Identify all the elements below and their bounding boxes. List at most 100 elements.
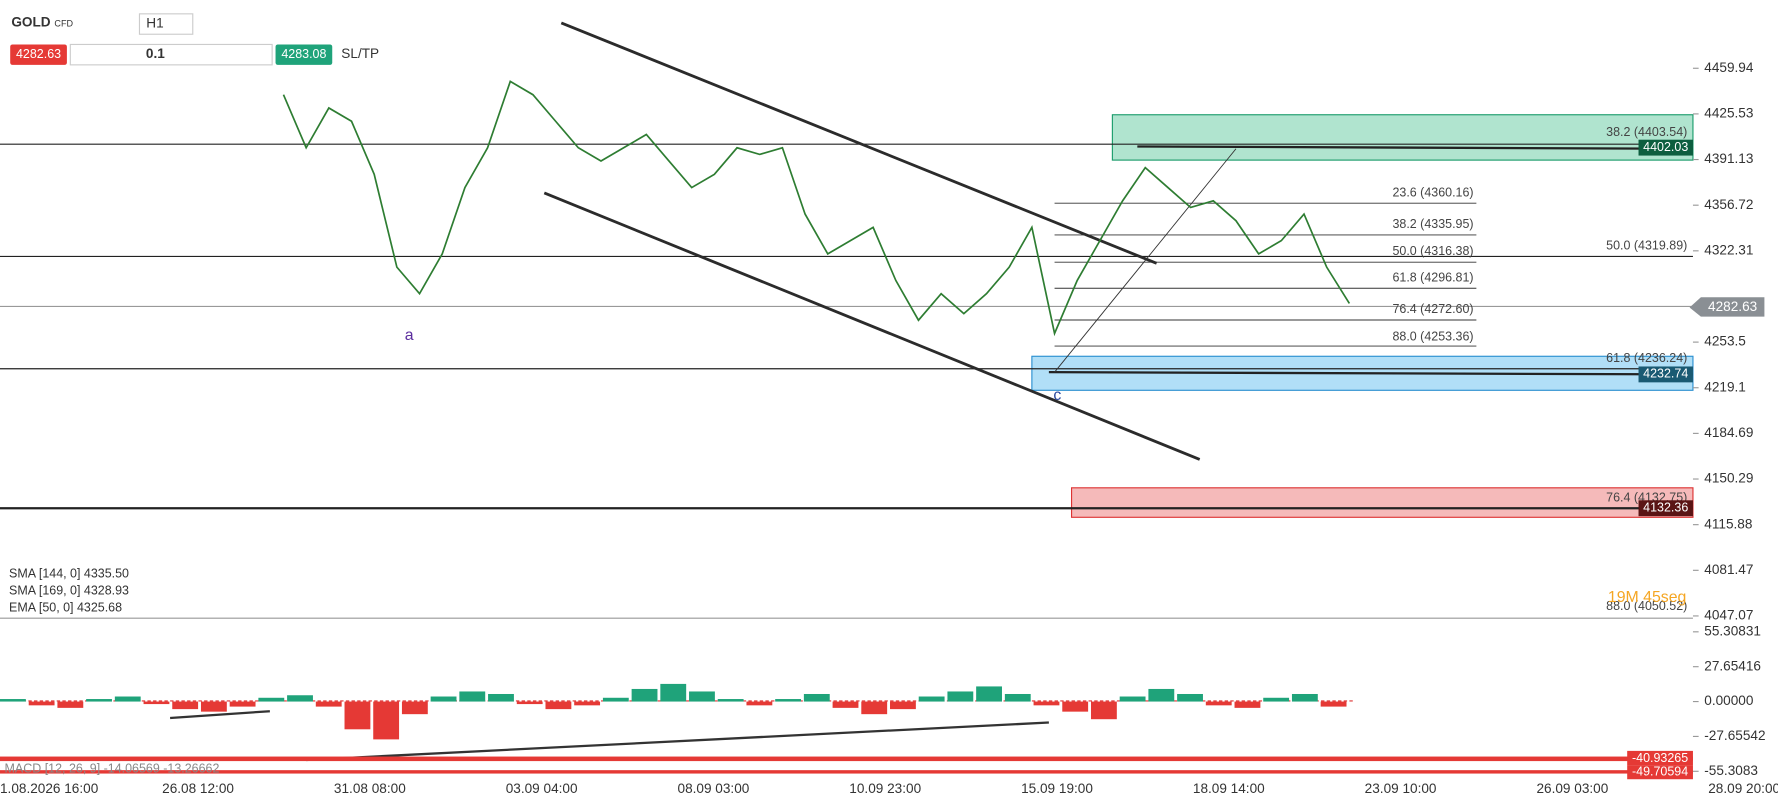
timeframe-box[interactable] bbox=[138, 13, 194, 35]
x-tick-label: 23.09 10:00 bbox=[1365, 781, 1437, 796]
price-tag-bg bbox=[1638, 366, 1693, 383]
macd-bar bbox=[1033, 701, 1060, 706]
y-tick-label: 4150.29 bbox=[1704, 471, 1753, 486]
macd-bar bbox=[545, 701, 572, 710]
bid-box[interactable] bbox=[10, 44, 67, 65]
macd-bar bbox=[459, 691, 486, 702]
y-tick-label: 4391.13 bbox=[1704, 151, 1753, 166]
candle-timer: 19M 45seg bbox=[1608, 589, 1686, 606]
demand-zone-low bbox=[1070, 487, 1694, 518]
macd-bar bbox=[717, 699, 744, 702]
y-tick-label: 4184.69 bbox=[1704, 425, 1753, 440]
macd-bar bbox=[315, 701, 342, 707]
bid[interactable]: 4282.63 bbox=[16, 47, 61, 61]
macd-bar bbox=[890, 701, 916, 710]
y-tick-label: 4356.72 bbox=[1704, 197, 1753, 212]
price-tag-bg bbox=[1638, 139, 1693, 156]
macd-bar bbox=[689, 691, 715, 702]
macd-bar bbox=[143, 701, 170, 705]
macd-bar bbox=[0, 699, 26, 702]
lot[interactable]: 0.1 bbox=[146, 46, 165, 61]
ask-box[interactable] bbox=[275, 44, 333, 65]
macd-bar bbox=[803, 693, 830, 702]
macd-bar bbox=[1119, 696, 1146, 702]
x-tick-label: 31.08 08:00 bbox=[334, 781, 406, 796]
trendline bbox=[170, 710, 270, 720]
indicator-legend[interactable]: EMA [50, 0] 4325.68 bbox=[9, 600, 122, 614]
y-tick-label: 4425.53 bbox=[1704, 105, 1753, 120]
x-tick-label: 15.09 19:00 bbox=[1021, 781, 1093, 796]
macd-bar bbox=[114, 696, 141, 702]
macd-tag-bg bbox=[1627, 765, 1693, 780]
fib-label: 38.2 (4403.54) bbox=[1606, 125, 1687, 139]
price-line bbox=[282, 80, 1351, 337]
x-tick-label: 08.09 03:00 bbox=[678, 781, 750, 796]
current-price: 4282.63 bbox=[1708, 299, 1757, 314]
macd-tag: -40.93265 bbox=[1632, 751, 1688, 765]
macd-bar bbox=[57, 701, 84, 708]
macd-bar bbox=[1177, 693, 1203, 702]
macd-bar bbox=[1263, 697, 1290, 702]
macd-bar bbox=[1320, 701, 1347, 707]
levels bbox=[0, 143, 1693, 510]
fib-label: 61.8 (4296.81) bbox=[1392, 270, 1473, 284]
macd-bar bbox=[832, 701, 859, 708]
macd-bar bbox=[1205, 701, 1232, 706]
macd-tick-label: 55.30831 bbox=[1704, 623, 1761, 638]
price-tag: 4132.36 bbox=[1643, 501, 1688, 515]
x-tick-label: 26.08 12:00 bbox=[162, 781, 234, 796]
macd-bar bbox=[947, 691, 974, 702]
y-tick-label: 4253.5 bbox=[1704, 334, 1746, 349]
y-tick-label: 4047.07 bbox=[1704, 608, 1753, 623]
x-tick-label: 03.09 04:00 bbox=[506, 781, 578, 796]
macd-bar bbox=[1291, 693, 1318, 702]
x-tick-label: 28.09 20:00 bbox=[1708, 781, 1778, 796]
macd-bar bbox=[86, 699, 112, 702]
macd-bar bbox=[200, 701, 227, 712]
macd-bar bbox=[1004, 693, 1031, 702]
macd-bar bbox=[574, 701, 601, 706]
x-tick-label: 1.08.2026 16:00 bbox=[0, 781, 99, 796]
macd-bar bbox=[258, 697, 285, 702]
macd-bar bbox=[172, 701, 199, 710]
macd-bar bbox=[516, 701, 543, 705]
macd-bar bbox=[602, 697, 629, 702]
macd-bar bbox=[401, 701, 428, 715]
fib-label: 61.8 (4236.24) bbox=[1606, 351, 1687, 365]
price-tag: 4232.74 bbox=[1643, 367, 1688, 381]
y-tick-label: 4219.1 bbox=[1704, 379, 1746, 394]
fib-label: 88.0 (4050.52) bbox=[1606, 599, 1687, 613]
indicator-legend[interactable]: SMA [169, 0] 4328.93 bbox=[9, 583, 129, 597]
sltp[interactable]: SL/TP bbox=[341, 46, 379, 61]
symbol[interactable]: GOLD bbox=[11, 14, 50, 29]
y-tick-label: 4115.88 bbox=[1704, 516, 1752, 531]
macd-bar bbox=[430, 696, 457, 702]
macd-legend[interactable]: MACD [12, 26, 9] -14.06569 -13.26662 bbox=[5, 761, 220, 775]
current-price-bg bbox=[1689, 297, 1765, 317]
fib-label: 38.2 (4335.95) bbox=[1392, 217, 1473, 231]
macd-tag: -49.70594 bbox=[1632, 765, 1688, 779]
macd-bar bbox=[775, 699, 802, 702]
lot-box[interactable] bbox=[69, 43, 273, 66]
macd-bar bbox=[918, 696, 945, 702]
fib-lines bbox=[1054, 148, 1477, 373]
macd-level bbox=[0, 756, 1693, 762]
macd-bar bbox=[1090, 701, 1117, 720]
wave-label: c bbox=[1053, 387, 1061, 404]
y-tick-label: 4322.31 bbox=[1704, 242, 1753, 257]
macd-bar bbox=[976, 686, 1002, 702]
macd-tick-label: 0.00000 bbox=[1704, 693, 1754, 708]
macd-tick-label: -27.65542 bbox=[1704, 728, 1765, 743]
x-tick-label: 26.09 03:00 bbox=[1536, 781, 1608, 796]
macd-bar bbox=[660, 683, 687, 702]
channel bbox=[543, 21, 1201, 461]
ask[interactable]: 4283.08 bbox=[281, 47, 326, 61]
macd-bar bbox=[631, 688, 658, 702]
indicator-legend[interactable]: SMA [144, 0] 4335.50 bbox=[9, 566, 129, 580]
macd-bar bbox=[1148, 688, 1175, 702]
timeframe[interactable]: H1 bbox=[146, 16, 163, 31]
y-tick-label: 4459.94 bbox=[1704, 60, 1754, 75]
macd-bar bbox=[287, 695, 313, 702]
macd-bar bbox=[373, 701, 400, 740]
trendline bbox=[306, 721, 1049, 762]
